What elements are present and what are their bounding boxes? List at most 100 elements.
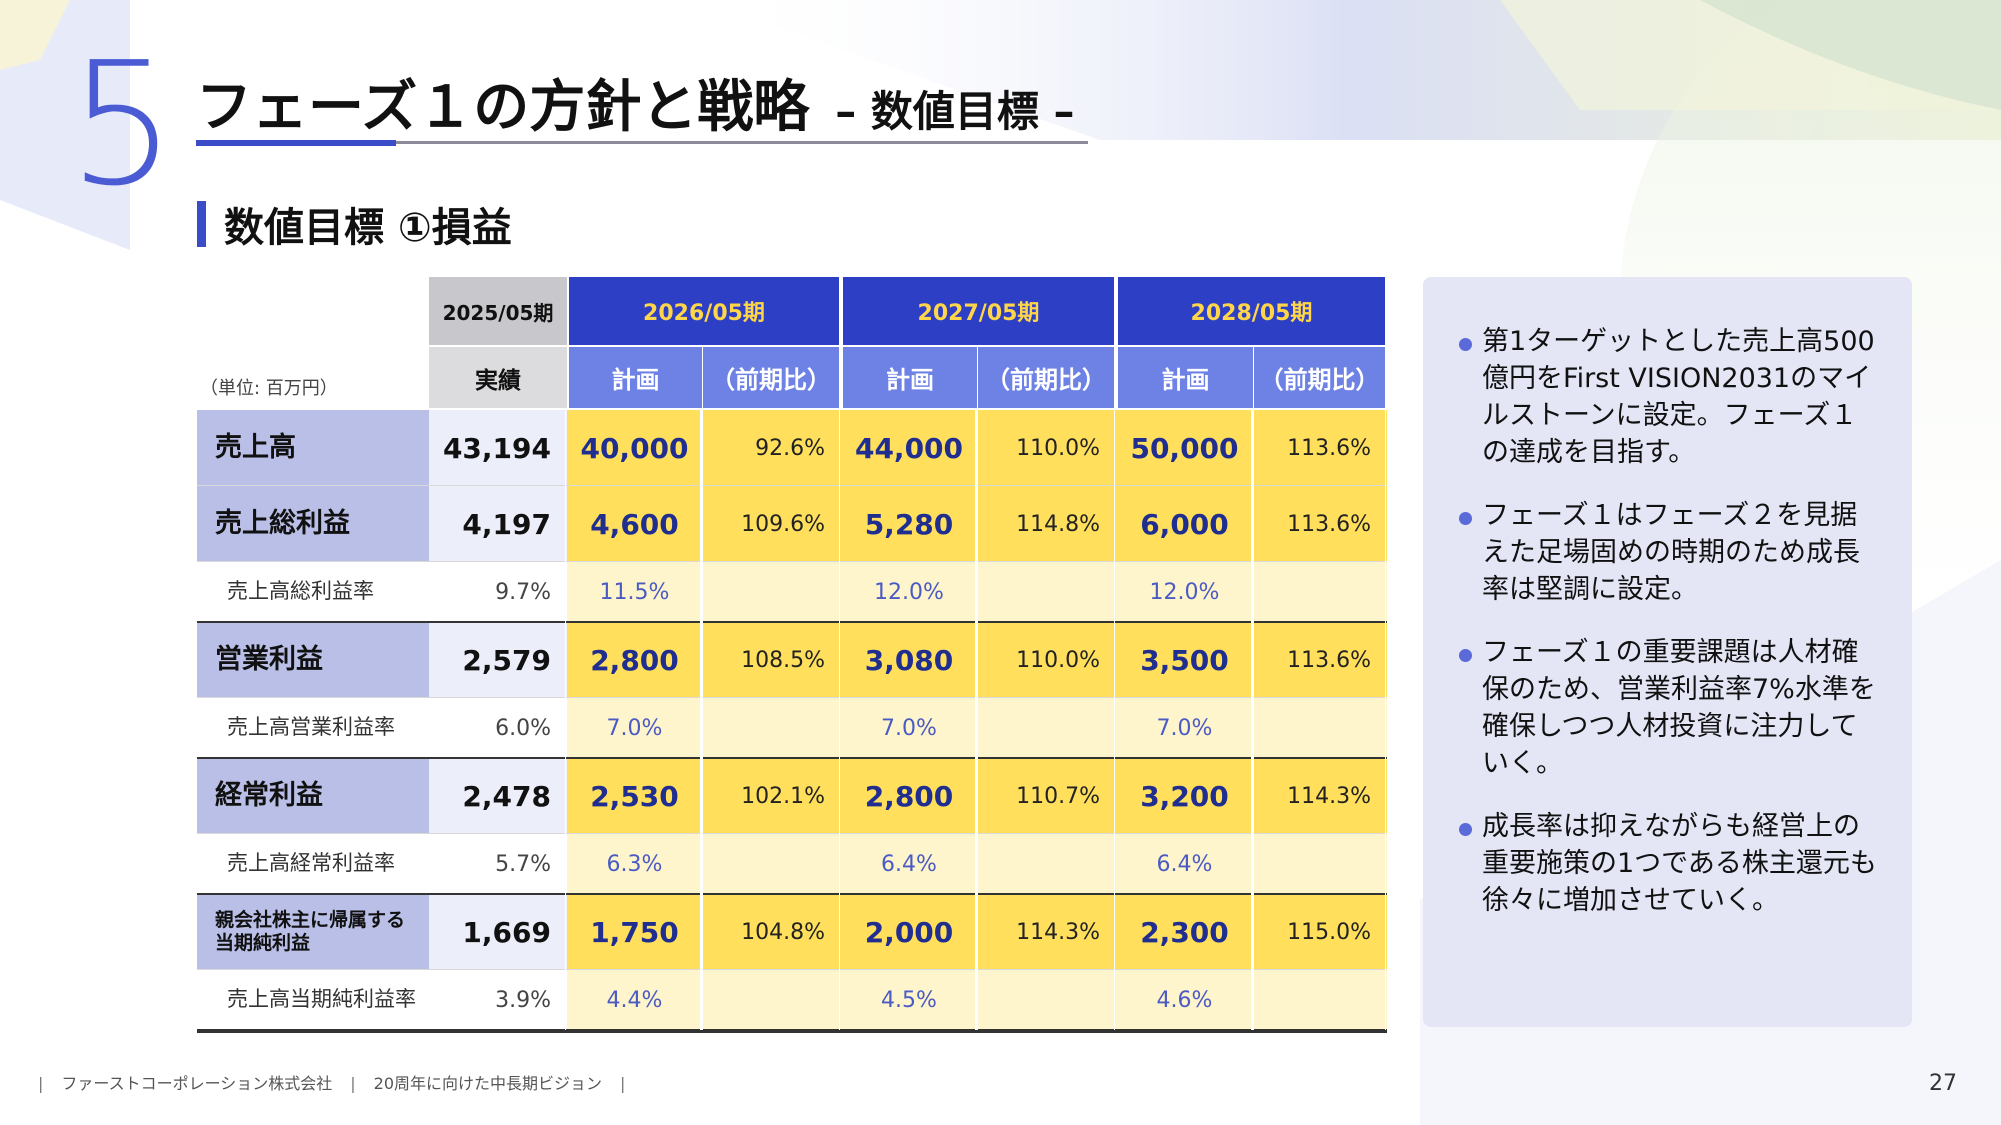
plan-value: 12.0%: [841, 562, 977, 622]
ratio-value: 92.6%: [702, 410, 841, 486]
header-period: 2028/05期: [1118, 277, 1385, 345]
bullet-dot-icon: [1459, 649, 1472, 662]
footer-separator: |: [38, 1074, 44, 1093]
section-heading-text: 数値目標 ①損益: [224, 205, 512, 251]
plan-value: 3,200: [1116, 758, 1253, 834]
row-label: 親会社株主に帰属する 当期純利益: [197, 894, 429, 970]
ratio-value: 104.8%: [702, 894, 841, 970]
ratio-value: 114.8%: [977, 486, 1116, 562]
plan-value: 6,000: [1116, 486, 1253, 562]
header-actual-period: 2025/05期: [429, 277, 567, 345]
table-top-rule: [197, 408, 429, 410]
ratio-value: 108.5%: [702, 622, 841, 698]
footer-vision: 20周年に向けた中長期ビジョン: [373, 1074, 603, 1093]
plan-value: 2,000: [841, 894, 977, 970]
plan-value: 12.0%: [1116, 562, 1253, 622]
ratio-value: 114.3%: [1253, 758, 1387, 834]
ratio-value: [977, 698, 1116, 758]
row-label: 売上高営業利益率: [227, 715, 395, 740]
row-divider: [197, 969, 1387, 970]
row-divider: [197, 757, 1387, 759]
ratio-value: 113.6%: [1253, 622, 1387, 698]
row-label: 売上高経常利益率: [227, 851, 395, 876]
row-divider: [197, 561, 1387, 562]
plan-value: 44,000: [841, 410, 977, 486]
bullet-item: フェーズ１はフェーズ２を見据えた足場固めの時期のため成長率は堅調に設定。: [1459, 497, 1884, 608]
page-number: 27: [1929, 1071, 1957, 1096]
plan-value: 3,500: [1116, 622, 1253, 698]
ratio-value: [702, 562, 841, 622]
actual-value: 1,669: [429, 894, 567, 970]
plan-value: 6.4%: [841, 834, 977, 894]
ratio-value: 102.1%: [702, 758, 841, 834]
column-divider: [1114, 410, 1115, 1030]
plan-value: 6.4%: [1116, 834, 1253, 894]
plan-value: 4.5%: [841, 970, 977, 1030]
header-plan-label: 計画: [569, 347, 702, 408]
column-divider: [839, 410, 840, 1030]
bullet-dot-icon: [1459, 512, 1472, 525]
column-divider: [1251, 410, 1254, 1030]
header-ratio-label: （前期比）: [1254, 347, 1385, 408]
page-title: フェーズ１の方針と戦略 – 数値目標 –: [196, 62, 1074, 143]
ratio-value: [702, 970, 841, 1030]
footer-company: ファーストコーポレーション株式会社: [61, 1074, 333, 1093]
actual-value: 3.9%: [495, 987, 551, 1013]
bullet-text: フェーズ１はフェーズ２を見据えた足場固めの時期のため成長率は堅調に設定。: [1482, 500, 1860, 605]
plan-value: 4.4%: [567, 970, 702, 1030]
header-plan-label: 計画: [843, 347, 977, 408]
actual-value: 2,579: [429, 622, 567, 698]
section-number: 5: [68, 26, 176, 224]
ratio-value: 114.3%: [977, 894, 1116, 970]
header-plan-label: 計画: [1118, 347, 1253, 408]
row-label: 売上高当期純利益率: [227, 987, 416, 1012]
plan-value: 1,750: [567, 894, 702, 970]
plan-value: 2,300: [1116, 894, 1253, 970]
ratio-value: [1253, 698, 1387, 758]
plan-value: 2,800: [567, 622, 702, 698]
plan-value: 2,530: [567, 758, 702, 834]
plan-value: 2,800: [841, 758, 977, 834]
row-label: 経常利益: [197, 758, 429, 834]
ratio-value: [702, 698, 841, 758]
ratio-value: 109.6%: [702, 486, 841, 562]
bullet-item: 第1ターゲットとした売上高500億円をFirst VISION2031のマイルス…: [1459, 323, 1884, 471]
plan-value: 5,280: [841, 486, 977, 562]
ratio-value: [977, 562, 1116, 622]
column-divider: [1385, 410, 1386, 1030]
row-label: 売上高総利益率: [227, 579, 374, 604]
actual-value: 43,194: [429, 410, 567, 486]
actual-value: 2,478: [429, 758, 567, 834]
row-label: 営業利益: [197, 622, 429, 698]
row-divider: [197, 893, 1387, 895]
table-bottom-rule: [197, 1030, 1387, 1033]
ratio-value: [1253, 970, 1387, 1030]
row-divider: [197, 833, 1387, 834]
ratio-value: 110.0%: [977, 410, 1116, 486]
plan-value: 40,000: [567, 410, 702, 486]
plan-value: 50,000: [1116, 410, 1253, 486]
row-divider: [197, 621, 1387, 623]
bullet-text: フェーズ１の重要課題は人材確保のため、営業利益率7%水準を確保しつつ人材投資に注…: [1482, 637, 1876, 779]
bullet-item: フェーズ１の重要課題は人材確保のため、営業利益率7%水準を確保しつつ人材投資に注…: [1459, 634, 1884, 782]
bullet-dot-icon: [1459, 823, 1472, 836]
bullet-item: 成長率は抑えながらも経営上の重要施策の1つである株主還元も徐々に増加させていく。: [1459, 808, 1884, 919]
row-divider: [197, 485, 1387, 486]
plan-value: 4.6%: [1116, 970, 1253, 1030]
unit-label: （単位: 百万円）: [200, 378, 338, 399]
ratio-value: [702, 834, 841, 894]
plan-value: 7.0%: [1116, 698, 1253, 758]
column-divider: [700, 410, 703, 1030]
ratio-value: [977, 834, 1116, 894]
plan-value: 7.0%: [567, 698, 702, 758]
header-period: 2027/05期: [843, 277, 1114, 345]
ratio-value: 110.0%: [977, 622, 1116, 698]
row-divider: [197, 697, 1387, 698]
actual-value: 6.0%: [495, 715, 551, 741]
ratio-value: 110.7%: [977, 758, 1116, 834]
ratio-value: 113.6%: [1253, 410, 1387, 486]
footer-separator: |: [350, 1074, 356, 1093]
title-divider: [196, 141, 1088, 144]
actual-value: 4,197: [429, 486, 567, 562]
section-heading-bar: [197, 201, 206, 247]
